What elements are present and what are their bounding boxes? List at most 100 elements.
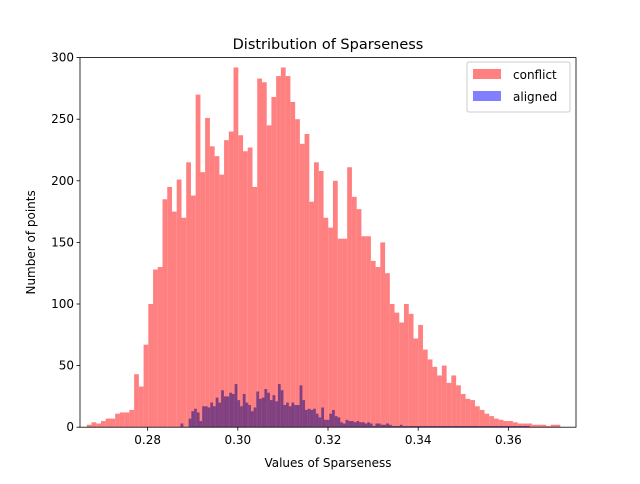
conflict-bar bbox=[460, 393, 466, 428]
conflict-bar bbox=[233, 67, 239, 428]
aligned-bar bbox=[410, 425, 414, 428]
aligned-bar bbox=[424, 425, 427, 428]
aligned-bar bbox=[432, 425, 435, 428]
aligned-bar bbox=[280, 390, 284, 428]
conflict-bar bbox=[295, 119, 300, 428]
aligned-bar bbox=[472, 425, 476, 428]
aligned-bar bbox=[383, 424, 387, 428]
conflict-bar bbox=[498, 419, 504, 428]
aligned-bar bbox=[524, 425, 527, 428]
conflict-bar bbox=[219, 174, 225, 428]
conflict-bar bbox=[389, 304, 395, 428]
aligned-bar bbox=[467, 425, 471, 428]
conflict-bar bbox=[86, 424, 92, 428]
aligned-bar bbox=[378, 423, 381, 428]
aligned-bar bbox=[516, 425, 519, 428]
conflict-bar bbox=[243, 151, 248, 428]
conflict-bar bbox=[314, 162, 319, 428]
aligned-bar bbox=[226, 396, 230, 428]
aligned-bar bbox=[202, 406, 205, 428]
conflict-bar bbox=[394, 312, 400, 428]
aligned-bar bbox=[442, 425, 446, 428]
conflict-bar bbox=[115, 413, 120, 428]
y-tick-label: 100 bbox=[51, 297, 74, 311]
conflict-bar bbox=[380, 242, 386, 428]
conflict-bar bbox=[465, 398, 471, 428]
conflict-bar bbox=[413, 338, 419, 428]
aligned-bar bbox=[445, 425, 449, 428]
aligned-bar bbox=[402, 425, 406, 428]
aligned-bar bbox=[307, 408, 311, 428]
conflict-bar bbox=[489, 416, 494, 428]
aligned-bar bbox=[296, 405, 300, 428]
conflict-bar bbox=[432, 366, 438, 428]
conflict-bar bbox=[290, 101, 296, 428]
x-tick-label: 0.30 bbox=[224, 433, 251, 447]
aligned-bar bbox=[407, 425, 411, 428]
conflict-bar bbox=[153, 269, 158, 428]
aligned-bar bbox=[248, 405, 251, 428]
aligned-bar bbox=[321, 407, 324, 428]
aligned-bar bbox=[310, 409, 314, 428]
legend-label-aligned: aligned bbox=[513, 90, 557, 104]
conflict-bar bbox=[337, 238, 343, 428]
aligned-bar bbox=[256, 391, 260, 428]
conflict-bar bbox=[347, 167, 352, 428]
aligned-bar bbox=[451, 425, 454, 428]
conflict-bar bbox=[228, 131, 234, 428]
conflict-bar bbox=[138, 386, 144, 428]
conflict-bar bbox=[375, 267, 381, 428]
aligned-bar bbox=[242, 393, 246, 428]
y-tick-label: 50 bbox=[59, 359, 74, 373]
conflict-bar bbox=[195, 94, 201, 428]
conflict-bar bbox=[205, 117, 210, 428]
conflict-bar bbox=[119, 412, 125, 428]
conflict-bar bbox=[167, 186, 173, 428]
aligned-bar bbox=[470, 425, 473, 428]
aligned-bar bbox=[526, 425, 530, 428]
aligned-bar bbox=[210, 402, 214, 428]
aligned-bar bbox=[261, 397, 265, 428]
aligned-bar bbox=[326, 419, 330, 428]
legend-swatch-conflict bbox=[473, 69, 501, 79]
aligned-bar bbox=[356, 421, 360, 428]
aligned-bar bbox=[448, 425, 452, 428]
aligned-bar bbox=[386, 423, 389, 428]
y-tick-label: 150 bbox=[51, 235, 74, 249]
x-axis-label: Values of Sparseness bbox=[264, 456, 391, 470]
x-tick-label: 0.28 bbox=[134, 433, 161, 447]
aligned-bar bbox=[388, 424, 392, 428]
aligned-bar bbox=[478, 425, 481, 428]
conflict-bar bbox=[157, 267, 163, 428]
conflict-bar bbox=[266, 125, 272, 428]
aligned-bar bbox=[305, 409, 308, 428]
aligned-bar bbox=[394, 425, 398, 428]
conflict-bar bbox=[484, 413, 490, 428]
aligned-bar bbox=[194, 408, 197, 428]
aligned-bar bbox=[294, 405, 297, 428]
aligned-bar bbox=[259, 398, 262, 428]
aligned-bar bbox=[323, 419, 327, 428]
aligned-bar bbox=[364, 423, 368, 428]
conflict-bar bbox=[309, 201, 315, 428]
aligned-bar bbox=[207, 407, 211, 428]
x-tick-label: 0.36 bbox=[495, 433, 522, 447]
aligned-bar bbox=[434, 425, 438, 428]
aligned-bar bbox=[332, 409, 335, 428]
aligned-bar bbox=[456, 425, 460, 428]
aligned-bar bbox=[421, 425, 425, 428]
aligned-bar bbox=[329, 413, 333, 428]
aligned-bar bbox=[405, 425, 408, 428]
conflict-bar bbox=[162, 199, 168, 428]
aligned-bar bbox=[250, 411, 254, 428]
aligned-bar bbox=[213, 406, 216, 428]
series-aligned bbox=[180, 384, 530, 428]
aligned-bar bbox=[437, 425, 441, 428]
conflict-bar bbox=[527, 423, 532, 428]
x-tick-label: 0.34 bbox=[405, 433, 432, 447]
aligned-bar bbox=[196, 412, 200, 428]
aligned-bar bbox=[334, 416, 338, 428]
conflict-bar bbox=[503, 421, 509, 428]
aligned-bar bbox=[453, 425, 457, 428]
